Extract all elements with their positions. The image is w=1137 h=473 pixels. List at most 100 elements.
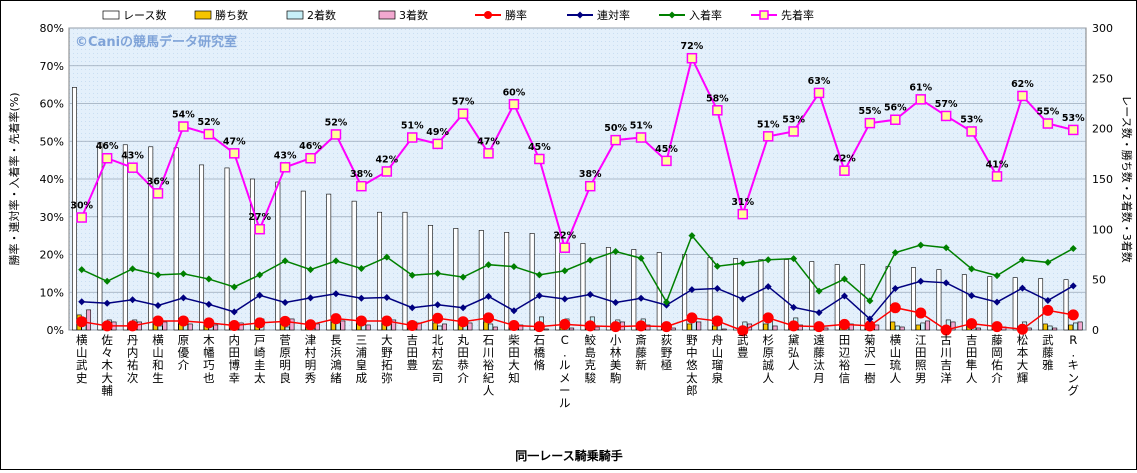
point-勝率 (584, 320, 596, 332)
point-先着率 (1068, 124, 1079, 136)
data-label: 41% (986, 159, 1009, 170)
point-先着率 (661, 155, 672, 167)
bar-レース数 (758, 259, 764, 331)
data-label: 38% (579, 169, 602, 180)
line-連対率 (81, 280, 1074, 321)
point-勝率 (330, 313, 342, 325)
point-連対率 (612, 298, 620, 306)
point-連対率 (459, 304, 467, 312)
x-tick-label: 長浜鴻緒 (330, 333, 342, 385)
point-入着率 (510, 263, 518, 271)
point-先着率 (330, 129, 342, 140)
right-axis-title: レース数・勝ち数・2着数・3着数 (1120, 95, 1134, 262)
point-入着率 (942, 244, 950, 252)
point-入着率 (713, 262, 721, 270)
data-label: 61% (909, 82, 932, 93)
point-連対率 (968, 292, 976, 300)
point-先着率 (508, 99, 520, 110)
line-先着率 (80, 55, 1074, 251)
point-入着率 (917, 241, 925, 249)
bar-レース数 (733, 258, 738, 331)
bar-レース数 (834, 264, 840, 331)
bar-レース数 (97, 142, 103, 331)
point-連対率 (281, 298, 289, 306)
bar-レース数 (249, 178, 255, 331)
point-入着率 (586, 256, 594, 264)
data-label: 72% (681, 41, 704, 52)
point-連対率 (256, 291, 264, 299)
bar-レース数 (631, 249, 637, 331)
legend-label: 連対率 (597, 8, 630, 22)
x-tick-label: 佐々木大輔 (101, 333, 113, 397)
point-先着率 (152, 188, 164, 199)
data-label: 27% (248, 212, 271, 223)
bar-レース数 (148, 146, 154, 331)
point-勝率 (813, 321, 825, 333)
x-tick-label: 石川裕紀人 (483, 333, 495, 397)
point-入着率 (688, 232, 696, 240)
bar-2着数 (1047, 325, 1053, 331)
point-連対率 (866, 315, 874, 323)
bar-2着数 (488, 323, 494, 331)
point-入着率 (968, 265, 976, 273)
x-tick-label: 柴田大知 (508, 333, 520, 385)
point-先着率 (305, 152, 316, 164)
bar-レース数 (911, 267, 916, 331)
left-tick-label: 80% (40, 22, 64, 35)
x-tick-label: R .キング (1068, 333, 1080, 397)
point-入着率 (256, 271, 264, 279)
left-tick-label: 0% (47, 324, 64, 337)
x-tick-label: 大野拓弥 (381, 333, 393, 385)
point-連対率 (1069, 282, 1077, 290)
bar-レース数 (122, 144, 128, 331)
bar-レース数 (961, 274, 967, 331)
point-連対率 (434, 301, 442, 309)
data-label: 63% (808, 76, 831, 87)
point-連対率 (383, 294, 391, 302)
x-tick-label: 田辺裕信 (839, 333, 851, 385)
left-tick-label: 30% (40, 211, 64, 224)
x-tick-label: 黛弘人 (788, 333, 800, 372)
line-入着率 (81, 234, 1074, 304)
x-tick-label: 武藤雅 (1042, 333, 1054, 372)
left-tick-label: 70% (40, 60, 64, 73)
point-勝率 (355, 315, 367, 327)
right-tick-label: 0 (1092, 324, 1099, 337)
data-label: 52% (197, 117, 220, 128)
bar-3着数 (696, 321, 702, 331)
bar-レース数 (275, 181, 281, 331)
bar-勝ち数 (686, 323, 692, 331)
bar-3着数 (925, 320, 931, 331)
point-先着率 (483, 148, 494, 159)
point-先着率 (1017, 90, 1028, 102)
x-tick-label: 古川吉洋 (940, 333, 952, 385)
point-先着率 (584, 180, 596, 192)
point-連対率 (1018, 284, 1026, 292)
point-連対率 (535, 292, 543, 300)
data-label: 58% (706, 93, 729, 104)
bar-3着数 (772, 325, 778, 331)
point-勝率 (406, 319, 418, 331)
point-連対率 (230, 308, 238, 316)
data-label: 53% (960, 114, 983, 125)
line-勝率 (81, 306, 1074, 332)
point-勝率 (152, 315, 164, 327)
point-入着率 (103, 277, 111, 285)
point-先着率 (534, 153, 545, 165)
bar-レース数 (936, 269, 942, 331)
point-勝率 (711, 315, 723, 327)
bar-レース数 (783, 259, 789, 331)
point-勝率 (660, 321, 672, 333)
point-入着率 (662, 298, 670, 306)
data-label: 49% (426, 127, 449, 138)
data-label: 36% (147, 176, 170, 187)
bar-レース数 (326, 193, 332, 331)
bar-レース数 (199, 164, 205, 331)
point-先着率 (788, 126, 799, 137)
point-勝率 (508, 319, 520, 331)
point-先着率 (356, 180, 367, 192)
point-先着率 (762, 131, 774, 142)
bar-3着数 (1077, 321, 1083, 331)
point-先着率 (101, 152, 113, 164)
point-先着率 (991, 171, 1003, 182)
